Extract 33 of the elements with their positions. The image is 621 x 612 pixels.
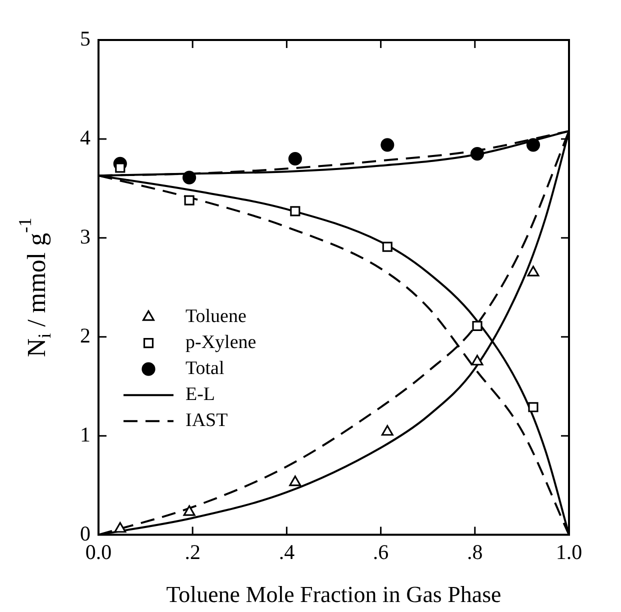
point bbox=[288, 152, 302, 166]
x-tick-label: .2 bbox=[184, 540, 200, 564]
point bbox=[183, 505, 196, 516]
point bbox=[290, 206, 300, 216]
point bbox=[184, 195, 194, 206]
point bbox=[114, 522, 126, 533]
point bbox=[182, 170, 196, 184]
x-tick-label: .6 bbox=[372, 540, 389, 564]
point bbox=[528, 402, 538, 412]
point bbox=[471, 354, 484, 366]
x-axis-title: Toluene Mole Fraction in Gas Phase bbox=[166, 582, 502, 608]
legend-label: IAST bbox=[186, 410, 228, 432]
y-tick-label: 1 bbox=[80, 422, 90, 446]
y-tick-label: 3 bbox=[80, 224, 90, 248]
y-axis-title: Ni / mmol g-1 bbox=[15, 218, 55, 358]
legend-label: E-L bbox=[186, 384, 216, 406]
point bbox=[381, 425, 394, 436]
point bbox=[289, 476, 302, 486]
y-tick-label: 5 bbox=[80, 26, 90, 51]
point bbox=[382, 242, 392, 252]
y-tick-label: 2 bbox=[80, 323, 90, 348]
point bbox=[470, 147, 484, 161]
x-tick-label: .4 bbox=[278, 540, 296, 564]
point bbox=[527, 266, 540, 276]
point bbox=[380, 138, 394, 152]
legend-label: Total bbox=[186, 358, 224, 380]
x-tick-label: .8 bbox=[467, 540, 483, 564]
point bbox=[472, 320, 482, 332]
x-tick-label: 1.0 bbox=[556, 540, 582, 564]
y-tick-label: 4 bbox=[80, 125, 91, 150]
legend-label: p-Xylene bbox=[186, 332, 256, 354]
legend-label: Toluene bbox=[186, 306, 246, 328]
point bbox=[526, 138, 540, 152]
